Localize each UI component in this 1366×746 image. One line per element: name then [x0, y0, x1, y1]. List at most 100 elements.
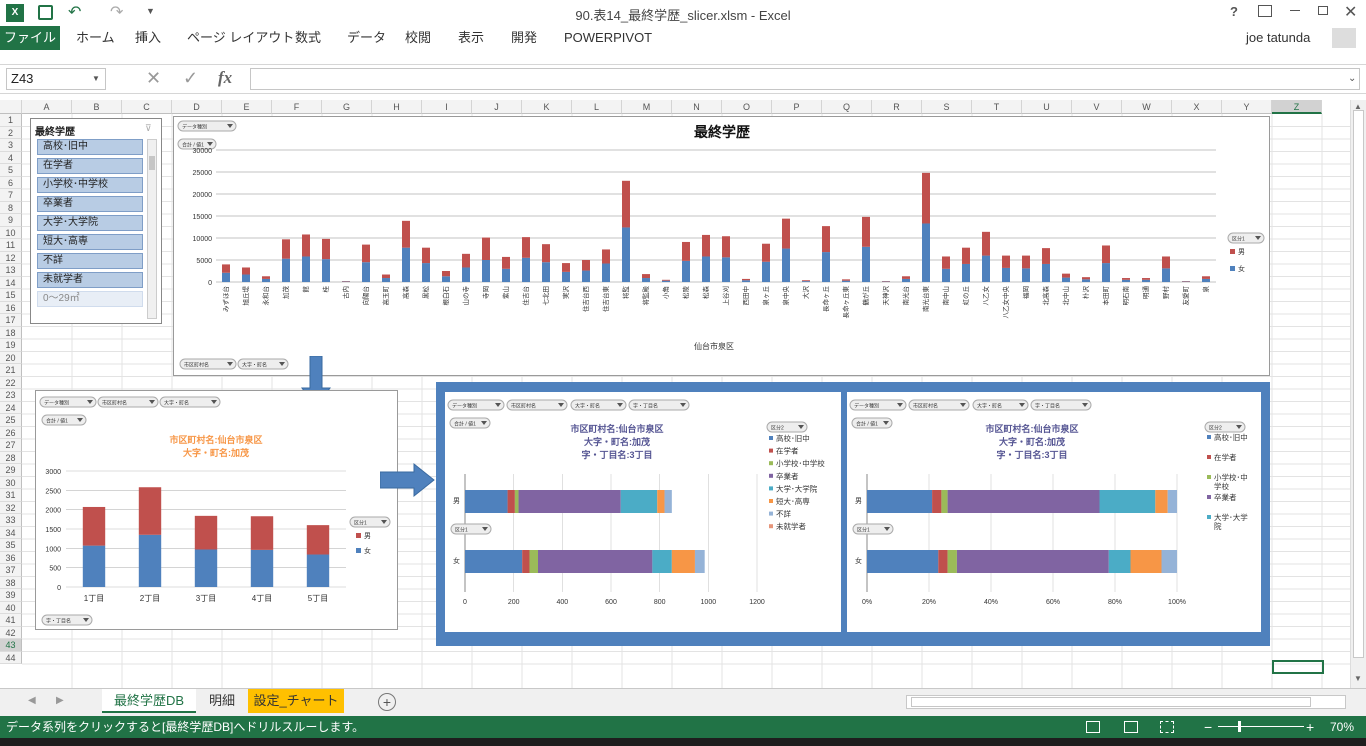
- enter-icon[interactable]: ✓: [183, 68, 199, 88]
- city-button[interactable]: [908, 399, 970, 411]
- column-header[interactable]: D: [172, 100, 222, 114]
- row-header[interactable]: 15: [0, 289, 22, 302]
- bar-segment[interactable]: [1155, 490, 1168, 513]
- row-header[interactable]: 19: [0, 339, 22, 352]
- bar-female[interactable]: [1062, 277, 1070, 282]
- bar-female[interactable]: [842, 280, 850, 282]
- row-header[interactable]: 23: [0, 389, 22, 402]
- kubun1-button[interactable]: [450, 523, 492, 535]
- bar-male[interactable]: [942, 256, 950, 269]
- bar-female[interactable]: [802, 281, 810, 282]
- aza-button[interactable]: [570, 399, 627, 411]
- aza-button[interactable]: [159, 396, 221, 408]
- bar-female[interactable]: [1122, 279, 1130, 282]
- bar-female[interactable]: [138, 534, 162, 587]
- tab-view[interactable]: 表示: [458, 30, 485, 45]
- name-box-dropdown-icon[interactable]: ▼: [92, 74, 100, 83]
- row-header[interactable]: 10: [0, 226, 22, 239]
- row-header[interactable]: 38: [0, 576, 22, 589]
- customize-qat-icon[interactable]: ▼: [146, 6, 155, 16]
- bar-female[interactable]: [1002, 267, 1010, 282]
- bar-male[interactable]: [1002, 255, 1010, 268]
- bar-female[interactable]: [422, 263, 430, 282]
- name-box[interactable]: Z43: [6, 68, 106, 90]
- column-header[interactable]: Q: [822, 100, 872, 114]
- bar-female[interactable]: [582, 270, 590, 282]
- column-header[interactable]: Y: [1222, 100, 1272, 114]
- column-header[interactable]: G: [322, 100, 372, 114]
- bar-male[interactable]: [902, 276, 910, 279]
- bar-female[interactable]: [762, 261, 770, 282]
- bar-male[interactable]: [362, 244, 370, 263]
- bar-female[interactable]: [922, 223, 930, 282]
- chome-button[interactable]: [628, 399, 690, 411]
- page-layout-view-icon[interactable]: [1124, 721, 1138, 733]
- bar-female[interactable]: [1022, 268, 1030, 282]
- zoom-level[interactable]: 70%: [1330, 720, 1355, 734]
- kubun1-button[interactable]: [852, 523, 894, 535]
- bar-male[interactable]: [1122, 278, 1130, 280]
- bar-male[interactable]: [1202, 276, 1210, 279]
- bar-male[interactable]: [842, 279, 850, 281]
- slicer-final-education[interactable]: 最終学歴 ⊽ 高校･旧中 在学者 小学校･中学校 卒業者 大学･大学院 短大･高専 不詳 未就…: [30, 118, 162, 324]
- column-header[interactable]: U: [1022, 100, 1072, 114]
- ribbon-display-icon[interactable]: [1258, 5, 1272, 17]
- row-header[interactable]: 33: [0, 514, 22, 527]
- bar-female[interactable]: [702, 256, 710, 282]
- column-header[interactable]: C: [122, 100, 172, 114]
- row-header[interactable]: 11: [0, 239, 22, 252]
- bar-female[interactable]: [662, 280, 670, 282]
- tab-powerpivot[interactable]: POWERPIVOT: [564, 30, 653, 45]
- bar-female[interactable]: [822, 252, 830, 282]
- row-header[interactable]: 39: [0, 589, 22, 602]
- column-header[interactable]: M: [622, 100, 672, 114]
- column-header[interactable]: O: [722, 100, 772, 114]
- row-header[interactable]: 42: [0, 626, 22, 639]
- user-name[interactable]: joe tatunda: [1246, 30, 1311, 45]
- column-header[interactable]: H: [372, 100, 422, 114]
- tab-file[interactable]: ファイル: [0, 26, 60, 50]
- row-header[interactable]: 13: [0, 264, 22, 277]
- row-header[interactable]: 16: [0, 301, 22, 314]
- bar-segment[interactable]: [507, 490, 515, 513]
- kubun1-button[interactable]: [349, 516, 391, 528]
- row-header[interactable]: 43: [0, 639, 22, 652]
- slicer-item[interactable]: 小学校･中学校: [37, 177, 143, 193]
- column-header[interactable]: K: [522, 100, 572, 114]
- tab-formulas[interactable]: 数式: [295, 30, 322, 45]
- slicer-item[interactable]: 高校･旧中: [37, 139, 143, 155]
- row-header[interactable]: 35: [0, 539, 22, 552]
- row-header[interactable]: 31: [0, 489, 22, 502]
- row-header[interactable]: 26: [0, 426, 22, 439]
- bar-female[interactable]: [462, 267, 470, 282]
- bar-male[interactable]: [1062, 273, 1070, 278]
- zoom-slider[interactable]: [1218, 726, 1304, 727]
- normal-view-icon[interactable]: [1086, 721, 1100, 733]
- new-sheet-icon[interactable]: +: [378, 693, 396, 711]
- bar-segment[interactable]: [518, 490, 621, 513]
- bar-segment[interactable]: [529, 550, 538, 573]
- bar-male[interactable]: [642, 274, 650, 279]
- bar-female[interactable]: [942, 268, 950, 282]
- bar-male[interactable]: [502, 256, 510, 269]
- chart-chome[interactable]: データ種別 市区町村名 大字・町名 合計 / 値1 市区町村名:仙台市泉区 大字・町名:加…: [35, 390, 398, 630]
- bar-male[interactable]: [982, 231, 990, 256]
- column-header[interactable]: A: [22, 100, 72, 114]
- bar-female[interactable]: [862, 246, 870, 282]
- bar-male[interactable]: [462, 253, 470, 268]
- bar-segment[interactable]: [956, 550, 1109, 573]
- data-filter-button[interactable]: [849, 399, 907, 411]
- clear-filter-icon[interactable]: ⊽: [145, 123, 152, 133]
- bar-female[interactable]: [1102, 263, 1110, 282]
- row-header[interactable]: 3: [0, 139, 22, 152]
- cancel-icon[interactable]: ✕: [146, 68, 162, 88]
- bar-male[interactable]: [82, 506, 106, 546]
- row-header[interactable]: 6: [0, 176, 22, 189]
- bar-male[interactable]: [742, 278, 750, 281]
- tab-review[interactable]: 校閲: [405, 30, 432, 45]
- chart-final-education[interactable]: データ種別 合計 / 値1 最終学歴 0 5000 10000 15000 20000 2500…: [173, 116, 1270, 376]
- city-button[interactable]: [179, 358, 237, 370]
- slicer-item[interactable]: 未就学者: [37, 272, 143, 288]
- bar-male[interactable]: [1082, 277, 1090, 280]
- bar-segment[interactable]: [465, 490, 508, 513]
